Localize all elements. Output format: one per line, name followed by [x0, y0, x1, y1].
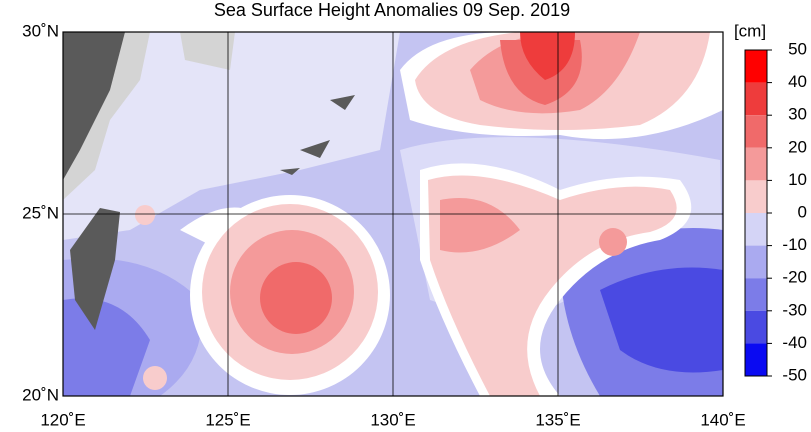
colorbar-tick-label: 30 [788, 105, 807, 124]
y-tick-label: 30˚N [22, 21, 59, 40]
colorbar-segment [745, 278, 767, 311]
ssh-field [63, 32, 723, 396]
colorbar-segment [745, 115, 767, 148]
x-tick-label: 135˚E [535, 410, 580, 429]
colorbar-tick-label: -20 [782, 268, 807, 287]
title: Sea Surface Height Anomalies 09 Sep. 201… [214, 0, 570, 20]
colorbar-tick-label: -50 [782, 365, 807, 384]
x-tick-label: 130˚E [370, 410, 415, 429]
colorbar-tick-label: 0 [798, 202, 807, 221]
colorbar-segment [745, 245, 767, 279]
colorbar-tick-label: -10 [782, 235, 807, 254]
colorbar-tick-label: 50 [788, 39, 807, 58]
colorbar-tick-label: 20 [788, 137, 807, 156]
colorbar-unit: [cm] [734, 21, 766, 40]
colorbar-tick-label: -30 [782, 300, 807, 319]
colorbar-tick-label: -40 [782, 333, 807, 352]
y-tick-label: 20˚N [22, 385, 59, 404]
colorbar-segment [745, 50, 767, 83]
x-tick-label: 120˚E [40, 410, 85, 429]
x-tick-label: 125˚E [205, 410, 250, 429]
colorbar-tick-label: 10 [788, 170, 807, 189]
x-tick-label: 140˚E [700, 410, 745, 429]
colorbar-tick-label: 40 [788, 72, 807, 91]
colorbar-segment [745, 82, 767, 116]
colorbar-segment [745, 147, 767, 181]
y-tick-label: 25˚N [22, 203, 59, 222]
colorbar-segment [745, 343, 767, 376]
colorbar-segment [745, 310, 767, 344]
colorbar-segment [745, 180, 767, 213]
colorbar-segment [745, 213, 767, 246]
